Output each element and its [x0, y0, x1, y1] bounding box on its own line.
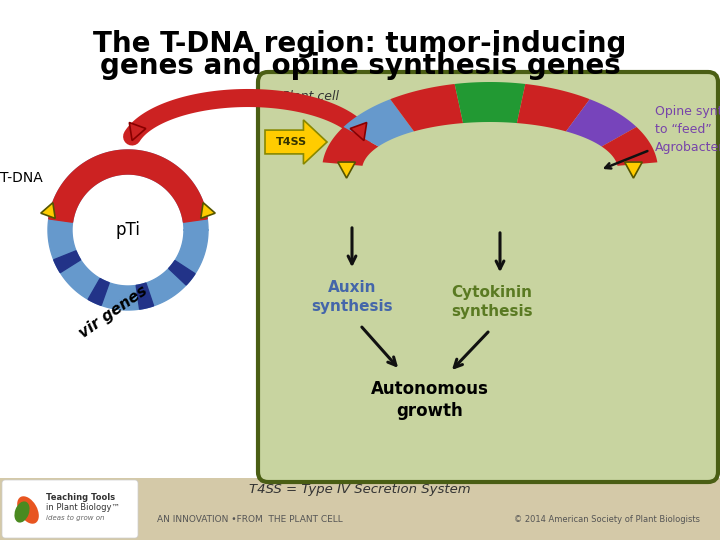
- Polygon shape: [323, 127, 378, 166]
- FancyBboxPatch shape: [2, 480, 138, 538]
- Text: Plant cell: Plant cell: [282, 90, 339, 103]
- Polygon shape: [130, 123, 146, 140]
- Text: T4SS = Type IV Secretion System: T4SS = Type IV Secretion System: [249, 483, 471, 496]
- Polygon shape: [350, 123, 366, 140]
- Text: © 2014 American Society of Plant Biologists: © 2014 American Society of Plant Biologi…: [514, 516, 700, 524]
- Polygon shape: [54, 251, 81, 273]
- Text: T4SS: T4SS: [276, 137, 307, 147]
- Text: The T-DNA region: tumor-inducing: The T-DNA region: tumor-inducing: [94, 30, 626, 58]
- Polygon shape: [41, 202, 55, 218]
- Polygon shape: [625, 162, 642, 178]
- Polygon shape: [454, 82, 526, 123]
- Polygon shape: [338, 162, 356, 178]
- Text: pTi: pTi: [116, 221, 140, 239]
- Text: Auxin
synthesis: Auxin synthesis: [311, 280, 393, 314]
- Text: vir genes: vir genes: [76, 283, 150, 341]
- Ellipse shape: [14, 501, 30, 523]
- Polygon shape: [265, 120, 327, 164]
- Text: Autonomous
growth: Autonomous growth: [371, 380, 489, 420]
- Text: Teaching Tools: Teaching Tools: [46, 494, 115, 503]
- Text: Opine synthesis
to “feed”
Agrobacterium: Opine synthesis to “feed” Agrobacterium: [655, 105, 720, 154]
- Polygon shape: [49, 150, 207, 222]
- Text: in Plant Biology™: in Plant Biology™: [46, 503, 120, 512]
- Ellipse shape: [17, 496, 39, 524]
- Text: AN INNOVATION •FROM  THE PLANT CELL: AN INNOVATION •FROM THE PLANT CELL: [157, 516, 343, 524]
- Text: ideas to grow on: ideas to grow on: [46, 515, 104, 521]
- Text: T-DNA: T-DNA: [0, 171, 43, 185]
- FancyBboxPatch shape: [258, 72, 718, 482]
- Polygon shape: [343, 99, 414, 146]
- Text: genes and opine synthesis genes: genes and opine synthesis genes: [99, 52, 621, 80]
- Polygon shape: [168, 261, 195, 285]
- Polygon shape: [136, 283, 153, 309]
- Polygon shape: [566, 99, 636, 146]
- Polygon shape: [390, 84, 463, 131]
- Polygon shape: [602, 127, 657, 166]
- Polygon shape: [201, 202, 215, 218]
- Bar: [0, 478, 720, 540]
- Polygon shape: [88, 279, 109, 305]
- Polygon shape: [48, 150, 208, 310]
- Text: Cytokinin
synthesis: Cytokinin synthesis: [451, 285, 533, 319]
- Polygon shape: [517, 84, 590, 131]
